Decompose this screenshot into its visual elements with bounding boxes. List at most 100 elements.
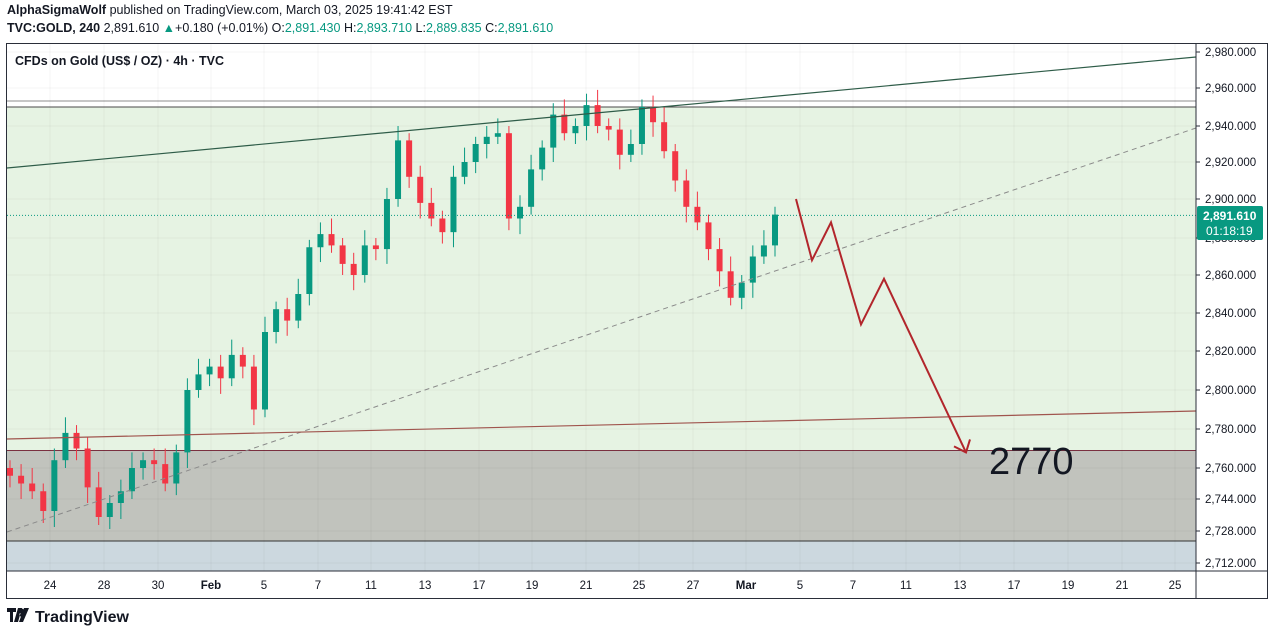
last-price: 2,891.610 — [103, 21, 160, 35]
x-tick-label: 24 — [44, 580, 57, 592]
candle-body — [738, 282, 745, 298]
x-tick-label: 19 — [526, 580, 539, 592]
candle-body — [417, 176, 424, 203]
high-value: 2,893.710 — [356, 21, 413, 35]
candle-body — [661, 122, 668, 152]
candle-body — [439, 218, 446, 233]
tradingview-brand: TradingView — [35, 608, 129, 626]
y-tick-label: 2,900.000 — [1205, 194, 1256, 206]
candle-body — [372, 245, 379, 250]
candle-body — [206, 366, 213, 375]
candle-body — [483, 136, 490, 144]
candle-body — [716, 249, 723, 272]
y-tick-label: 2,860.000 — [1205, 270, 1256, 282]
low-label: L: — [415, 21, 426, 35]
candle-body — [727, 271, 734, 298]
candle-body — [51, 460, 58, 511]
candle-body — [494, 133, 501, 137]
x-tick-label: 25 — [633, 580, 646, 592]
candle-body — [517, 206, 523, 219]
target-label: 2770 — [989, 441, 1074, 483]
candle-body — [550, 114, 557, 148]
candle-body — [284, 309, 291, 321]
candle-body — [128, 468, 135, 492]
candle-body — [505, 133, 512, 219]
candle-body — [250, 366, 257, 410]
publish-info: AlphaSigmaWolf published on TradingView.… — [7, 3, 453, 17]
tradingview-footer[interactable]: TradingView — [7, 608, 129, 627]
x-tick-label: 19 — [1062, 580, 1075, 592]
candle-body — [772, 214, 778, 246]
candle-body — [84, 448, 91, 488]
x-tick-label: 7 — [315, 580, 321, 592]
publish-text: published on TradingView.com, March 03, … — [109, 3, 453, 17]
x-tick-label: 5 — [797, 580, 803, 592]
candle-body — [18, 475, 25, 484]
chart-legend-title: CFDs on Gold (US$ / OZ) · 4h · TVC — [15, 54, 224, 68]
candle-body — [461, 162, 468, 177]
x-tick-label: 21 — [580, 580, 593, 592]
x-tick-label: 7 — [850, 580, 856, 592]
candle-body — [328, 234, 335, 246]
candle-body — [73, 432, 80, 449]
open-label: O: — [271, 21, 285, 35]
author-name[interactable]: AlphaSigmaWolf — [7, 3, 107, 17]
candle-body — [638, 107, 645, 144]
candle-body — [749, 256, 756, 283]
candle-body — [395, 140, 402, 199]
candle-body — [62, 432, 69, 461]
change-value: +0.180 (+0.01%) — [175, 21, 269, 35]
symbol-label: TVC:GOLD, 240 — [7, 21, 101, 35]
candle-body — [95, 487, 102, 517]
candle-body — [694, 206, 701, 223]
projection-path — [795, 198, 967, 453]
x-tick-label: 17 — [473, 580, 486, 592]
low-value: 2,889.835 — [425, 21, 482, 35]
candle-body — [140, 460, 147, 468]
candle-body — [683, 180, 690, 207]
x-tick-label: Feb — [201, 580, 221, 592]
x-tick-label: 13 — [419, 580, 432, 592]
price-tag-value: 2,891.610 — [1203, 209, 1257, 223]
candle-body — [106, 503, 113, 517]
candle-body — [151, 460, 158, 465]
y-tick-label: 2,760.000 — [1205, 463, 1256, 475]
x-tick-label: 27 — [687, 580, 700, 592]
candle-body — [162, 464, 169, 484]
candle-body — [406, 140, 413, 177]
candle-body — [528, 169, 535, 207]
upper-trend-line — [6, 56, 1197, 169]
x-tick-label: Mar — [736, 580, 757, 592]
candle-body — [239, 354, 246, 367]
candle-body — [672, 151, 679, 181]
candle-body — [228, 354, 235, 379]
dashed-trend-line — [6, 127, 1197, 533]
range-zone-green — [7, 107, 1196, 451]
candle-body — [184, 390, 191, 453]
projection-arrowhead — [953, 439, 971, 454]
candle-body — [40, 491, 47, 511]
x-tick-label: 13 — [954, 580, 967, 592]
candle-body — [339, 245, 346, 264]
close-label: C: — [485, 21, 498, 35]
candle-body — [273, 309, 280, 332]
x-tick-label: 5 — [261, 580, 267, 592]
candle-body — [262, 332, 268, 410]
x-tick-label: 25 — [1169, 580, 1182, 592]
y-tick-label: 2,980.000 — [1205, 47, 1256, 59]
price-tag: 2,891.610 01:18:19 — [1197, 206, 1263, 240]
y-tick-label: 2,960.000 — [1205, 83, 1256, 95]
candle-body — [605, 126, 612, 130]
x-tick-label: 11 — [900, 580, 912, 592]
range-zone-gray — [7, 450, 1196, 541]
y-tick-label: 2,780.000 — [1205, 424, 1256, 436]
range-zone-blue — [7, 541, 1196, 571]
chart-frame — [6, 43, 1268, 599]
x-tick-label: 21 — [1116, 580, 1129, 592]
candle-body — [306, 247, 313, 294]
candle-body — [594, 105, 601, 126]
candle-body — [561, 114, 568, 134]
close-value: 2,891.610 — [497, 21, 554, 35]
tradingview-logo-icon — [7, 608, 31, 627]
